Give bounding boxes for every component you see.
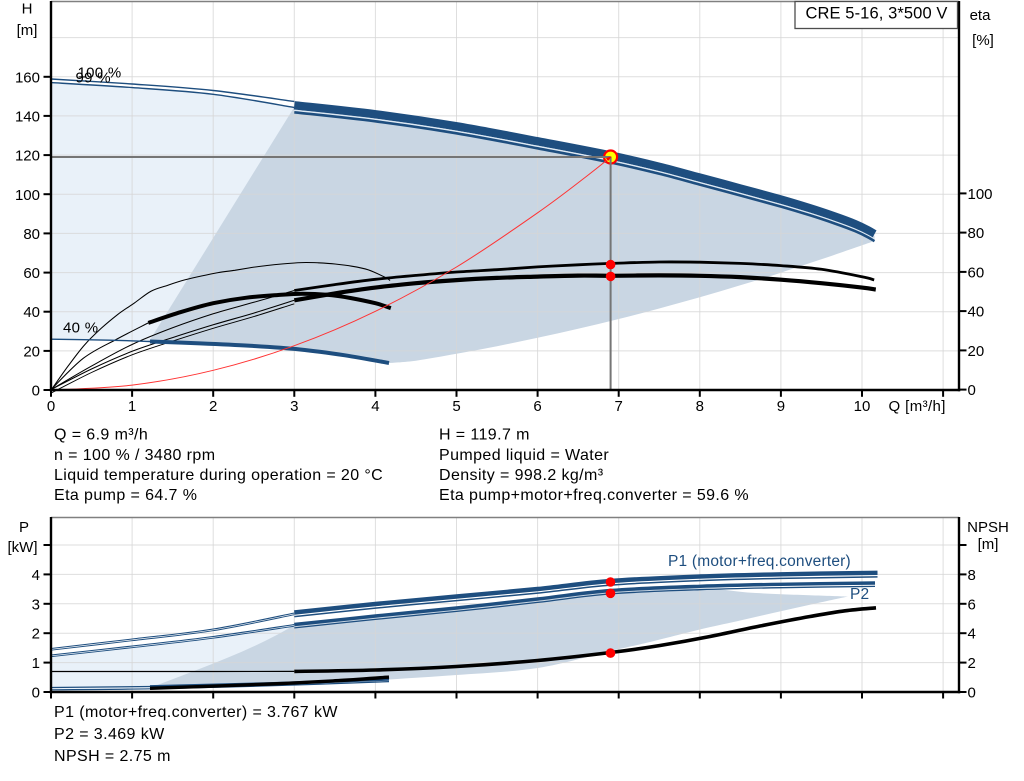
- svg-text:P1 (motor+freq.converter): P1 (motor+freq.converter): [668, 553, 851, 570]
- svg-text:4: 4: [32, 567, 40, 584]
- svg-text:8: 8: [696, 398, 704, 415]
- svg-text:Density = 998.2 kg/m³: Density = 998.2 kg/m³: [439, 467, 604, 484]
- svg-text:4: 4: [968, 626, 976, 643]
- svg-text:100 %: 100 %: [78, 65, 122, 82]
- svg-text:0: 0: [47, 398, 55, 415]
- svg-text:Liquid temperature during oper: Liquid temperature during operation = 20…: [54, 467, 383, 484]
- svg-text:80: 80: [968, 225, 985, 242]
- svg-text:8: 8: [968, 567, 976, 584]
- svg-text:2: 2: [209, 398, 217, 415]
- svg-text:2: 2: [32, 626, 40, 643]
- svg-text:1: 1: [32, 655, 40, 672]
- svg-text:120: 120: [15, 148, 40, 165]
- svg-text:60: 60: [23, 265, 40, 282]
- svg-text:eta: eta: [970, 7, 992, 24]
- svg-text:H: H: [22, 1, 33, 18]
- svg-text:CRE 5-16, 3*500 V: CRE 5-16, 3*500 V: [805, 4, 947, 22]
- svg-text:4: 4: [371, 398, 379, 415]
- svg-text:Q [m³/h]: Q [m³/h]: [889, 398, 946, 415]
- svg-text:0: 0: [968, 382, 976, 399]
- svg-text:[m]: [m]: [17, 22, 38, 39]
- svg-text:40 %: 40 %: [63, 320, 98, 337]
- svg-text:7: 7: [615, 398, 623, 415]
- svg-text:3: 3: [32, 596, 40, 613]
- svg-text:n = 100 % / 3480 rpm: n = 100 % / 3480 rpm: [54, 447, 215, 464]
- svg-text:10: 10: [854, 398, 871, 415]
- svg-text:P2: P2: [850, 586, 869, 603]
- svg-text:40: 40: [23, 304, 40, 321]
- svg-text:160: 160: [15, 69, 40, 86]
- svg-text:100: 100: [968, 186, 993, 203]
- svg-text:40: 40: [968, 304, 985, 321]
- svg-text:80: 80: [23, 226, 40, 243]
- svg-text:Eta pump+motor+freq.converter: Eta pump+motor+freq.converter = 59.6 %: [439, 487, 749, 504]
- svg-text:NPSH: NPSH: [967, 519, 1009, 536]
- svg-text:[kW]: [kW]: [8, 539, 38, 556]
- svg-text:NPSH = 2.75 m: NPSH = 2.75 m: [54, 748, 171, 765]
- svg-text:Pumped liquid = Water: Pumped liquid = Water: [439, 447, 609, 464]
- svg-text:3: 3: [290, 398, 298, 415]
- svg-text:Q = 6.9 m³/h: Q = 6.9 m³/h: [54, 427, 148, 444]
- svg-text:6: 6: [968, 596, 976, 613]
- svg-text:2: 2: [968, 655, 976, 672]
- svg-text:20: 20: [23, 343, 40, 360]
- svg-text:5: 5: [452, 398, 460, 415]
- svg-text:6: 6: [533, 398, 541, 415]
- svg-text:[%]: [%]: [972, 32, 994, 49]
- svg-text:100: 100: [15, 187, 40, 204]
- svg-text:99 %: 99 %: [76, 70, 111, 87]
- svg-text:P2 = 3.469 kW: P2 = 3.469 kW: [54, 726, 165, 743]
- svg-text:20: 20: [968, 343, 985, 360]
- svg-text:[m]: [m]: [978, 536, 999, 553]
- svg-text:P: P: [19, 519, 29, 536]
- svg-text:9: 9: [777, 398, 785, 415]
- svg-text:Eta pump = 64.7 %: Eta pump = 64.7 %: [54, 487, 197, 504]
- svg-text:H = 119.7 m: H = 119.7 m: [439, 427, 530, 444]
- svg-text:0: 0: [32, 383, 40, 400]
- svg-text:1: 1: [128, 398, 136, 415]
- svg-text:0: 0: [968, 685, 976, 702]
- svg-text:P1 (motor+freq.converter) = 3.: P1 (motor+freq.converter) = 3.767 kW: [54, 704, 338, 721]
- svg-text:60: 60: [968, 264, 985, 281]
- svg-text:0: 0: [32, 685, 40, 702]
- svg-text:140: 140: [15, 108, 40, 125]
